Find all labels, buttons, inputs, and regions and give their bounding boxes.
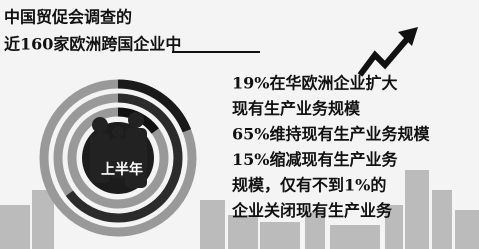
series-label: 65%维持现有生产业务规模 (232, 125, 430, 144)
center-label: 上半年 (101, 161, 143, 178)
series-label: 现有生产业务规模 (232, 99, 361, 118)
chart: 中国贸促会调查的近160家欧洲跨国企业中上半年 19%在华欧洲企业扩大现有生产业务… (0, 0, 479, 249)
title-line: 近160家欧洲跨国企业中 (4, 35, 181, 54)
series-label: 19%在华欧洲企业扩大 (232, 74, 397, 93)
series-label: 15%缩减现有生产业务 (232, 150, 398, 169)
series-label: 规模，仅有不到1%的 (232, 176, 386, 195)
title-line: 中国贸促会调查的 (4, 8, 132, 27)
series-label: 企业关闭现有生产业务 (231, 201, 393, 220)
